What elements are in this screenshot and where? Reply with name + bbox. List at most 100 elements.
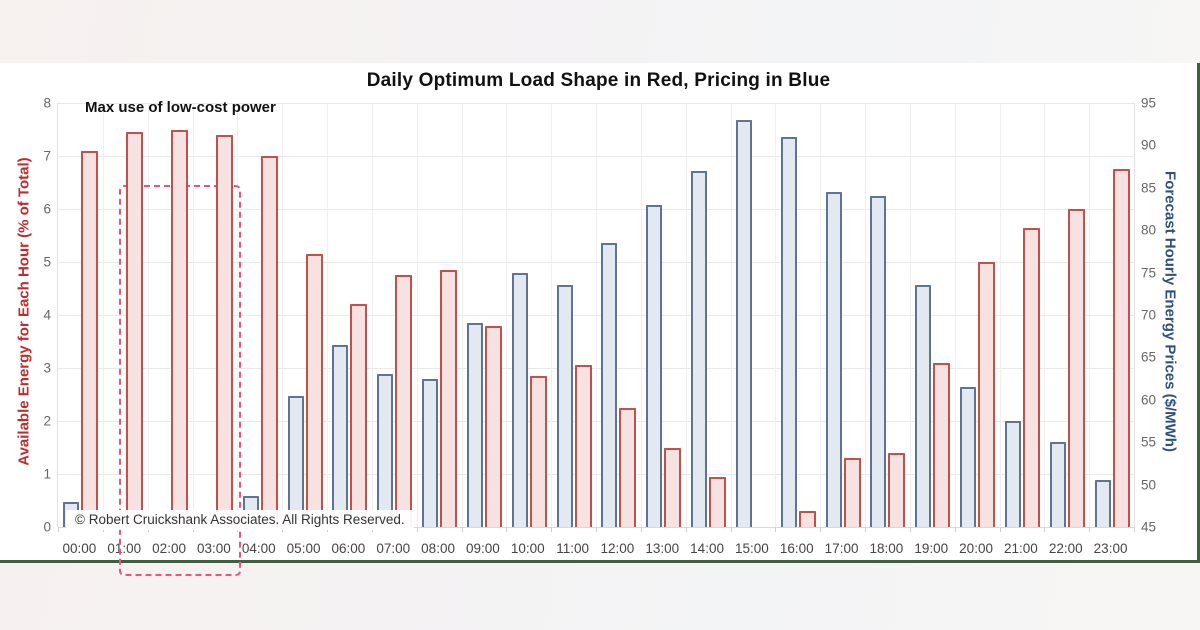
bar-price-19:00 bbox=[915, 285, 932, 527]
right-tick-label: 60 bbox=[1141, 392, 1157, 408]
x-tick-label-13:00: 13:00 bbox=[645, 541, 680, 556]
x-tick-label-02:00: 02:00 bbox=[152, 541, 186, 556]
right-tick-label: 70 bbox=[1141, 307, 1157, 323]
copyright-label: © Robert Cruickshank Associates. All Rig… bbox=[66, 510, 414, 530]
bars-layer bbox=[58, 103, 1134, 527]
bar-price-09:00 bbox=[466, 323, 483, 527]
gridline-vertical bbox=[148, 103, 149, 527]
gridline-vertical bbox=[103, 103, 104, 527]
x-tick-label-20:00: 20:00 bbox=[959, 541, 993, 556]
gridline-vertical bbox=[775, 103, 776, 527]
bar-load-05:00 bbox=[305, 254, 323, 527]
bar-price-16:00 bbox=[780, 136, 797, 527]
bar-price-21:00 bbox=[1004, 421, 1021, 527]
x-tickmark bbox=[1000, 527, 1001, 532]
chart-title: Daily Optimum Load Shape in Red, Pricing… bbox=[366, 70, 831, 91]
gridline-vertical bbox=[910, 103, 911, 527]
left-tick-label: 2 bbox=[43, 413, 51, 429]
bar-price-14:00 bbox=[691, 170, 708, 527]
gridline-vertical bbox=[372, 103, 373, 527]
left-tick-label: 8 bbox=[43, 95, 51, 111]
bar-price-12:00 bbox=[601, 242, 618, 527]
left-tick-label: 4 bbox=[43, 307, 51, 323]
gridline-vertical bbox=[596, 103, 597, 527]
gridline-vertical bbox=[462, 103, 463, 527]
bar-price-15:00 bbox=[735, 119, 752, 527]
right-tick-label: 80 bbox=[1141, 222, 1157, 238]
x-tickmark bbox=[58, 527, 59, 532]
bar-load-17:00 bbox=[843, 458, 861, 527]
x-tick-label-08:00: 08:00 bbox=[421, 541, 455, 556]
left-tick-label: 7 bbox=[43, 148, 51, 164]
bar-load-01:00 bbox=[126, 132, 144, 527]
right-tick-label: 90 bbox=[1141, 137, 1157, 153]
bar-price-07:00 bbox=[377, 374, 394, 527]
x-tickmark bbox=[910, 527, 911, 532]
x-tickmark bbox=[820, 527, 821, 532]
x-tick-label-21:00: 21:00 bbox=[1004, 541, 1038, 556]
x-tick-label-10:00: 10:00 bbox=[510, 541, 545, 556]
x-tick-label-06:00: 06:00 bbox=[331, 541, 366, 556]
x-tickmark bbox=[955, 527, 956, 532]
x-tickmark bbox=[1044, 527, 1045, 532]
x-tick-label-04:00: 04:00 bbox=[241, 541, 276, 556]
bar-load-06:00 bbox=[350, 304, 368, 527]
x-tick-label-09:00: 09:00 bbox=[466, 541, 500, 556]
chart-card: Daily Optimum Load Shape in Red, Pricing… bbox=[0, 63, 1200, 576]
plot-area bbox=[57, 103, 1135, 576]
right-tick-label: 55 bbox=[1141, 434, 1157, 450]
bar-load-13:00 bbox=[664, 447, 682, 527]
right-tick-label: 45 bbox=[1141, 519, 1157, 535]
x-tickmark bbox=[865, 527, 866, 532]
gridline-vertical bbox=[865, 103, 866, 527]
x-tickmark bbox=[1134, 527, 1135, 532]
bar-price-20:00 bbox=[960, 387, 977, 527]
x-tick-label-07:00: 07:00 bbox=[376, 541, 411, 556]
x-tick-label-00:00: 00:00 bbox=[62, 541, 97, 556]
x-tick-label-11:00: 11:00 bbox=[556, 541, 589, 556]
bar-load-20:00 bbox=[978, 262, 996, 527]
gridline-vertical bbox=[1000, 103, 1001, 527]
bar-load-03:00 bbox=[215, 134, 233, 527]
x-tickmark bbox=[596, 527, 597, 532]
bar-load-09:00 bbox=[484, 325, 502, 527]
gridline-vertical bbox=[237, 103, 238, 527]
x-tick-label-15:00: 15:00 bbox=[735, 541, 769, 556]
x-tickmark bbox=[1089, 527, 1090, 532]
right-tick-label: 50 bbox=[1141, 477, 1157, 493]
left-tick-label: 0 bbox=[43, 519, 51, 535]
x-tick-label-14:00: 14:00 bbox=[690, 541, 724, 556]
gridline-vertical bbox=[641, 103, 642, 527]
x-tick-label-01:00: 01:00 bbox=[107, 541, 142, 556]
annotation-text: Max use of low-cost power bbox=[85, 99, 276, 116]
gridline-vertical bbox=[1089, 103, 1090, 527]
bar-load-04:00 bbox=[260, 156, 278, 527]
bar-price-05:00 bbox=[287, 395, 304, 527]
x-tick-label-12:00: 12:00 bbox=[600, 541, 635, 556]
bar-price-10:00 bbox=[511, 272, 528, 527]
right-tick-label: 65 bbox=[1141, 349, 1157, 365]
right-tick-label: 85 bbox=[1141, 180, 1157, 196]
bar-load-14:00 bbox=[709, 476, 727, 527]
x-tick-label-03:00: 03:00 bbox=[197, 541, 231, 556]
x-tickmark bbox=[641, 527, 642, 532]
gridline-vertical bbox=[327, 103, 328, 527]
right-tick-label: 75 bbox=[1141, 265, 1157, 281]
bar-load-18:00 bbox=[888, 452, 906, 527]
bar-price-13:00 bbox=[646, 204, 663, 527]
gridline-vertical bbox=[955, 103, 956, 527]
gridline-vertical bbox=[282, 103, 283, 527]
right-tick-label: 95 bbox=[1141, 95, 1157, 111]
x-tick-label-22:00: 22:00 bbox=[1048, 541, 1083, 556]
left-tick-label: 1 bbox=[43, 466, 51, 482]
bar-price-08:00 bbox=[422, 378, 439, 527]
bar-load-08:00 bbox=[440, 269, 458, 527]
bar-load-19:00 bbox=[933, 362, 951, 527]
bar-load-07:00 bbox=[395, 275, 413, 527]
x-tickmark bbox=[417, 527, 418, 532]
left-tick-label: 5 bbox=[43, 254, 51, 270]
bar-load-11:00 bbox=[574, 365, 592, 527]
x-tick-label-05:00: 05:00 bbox=[286, 541, 321, 556]
gridline-vertical bbox=[506, 103, 507, 527]
